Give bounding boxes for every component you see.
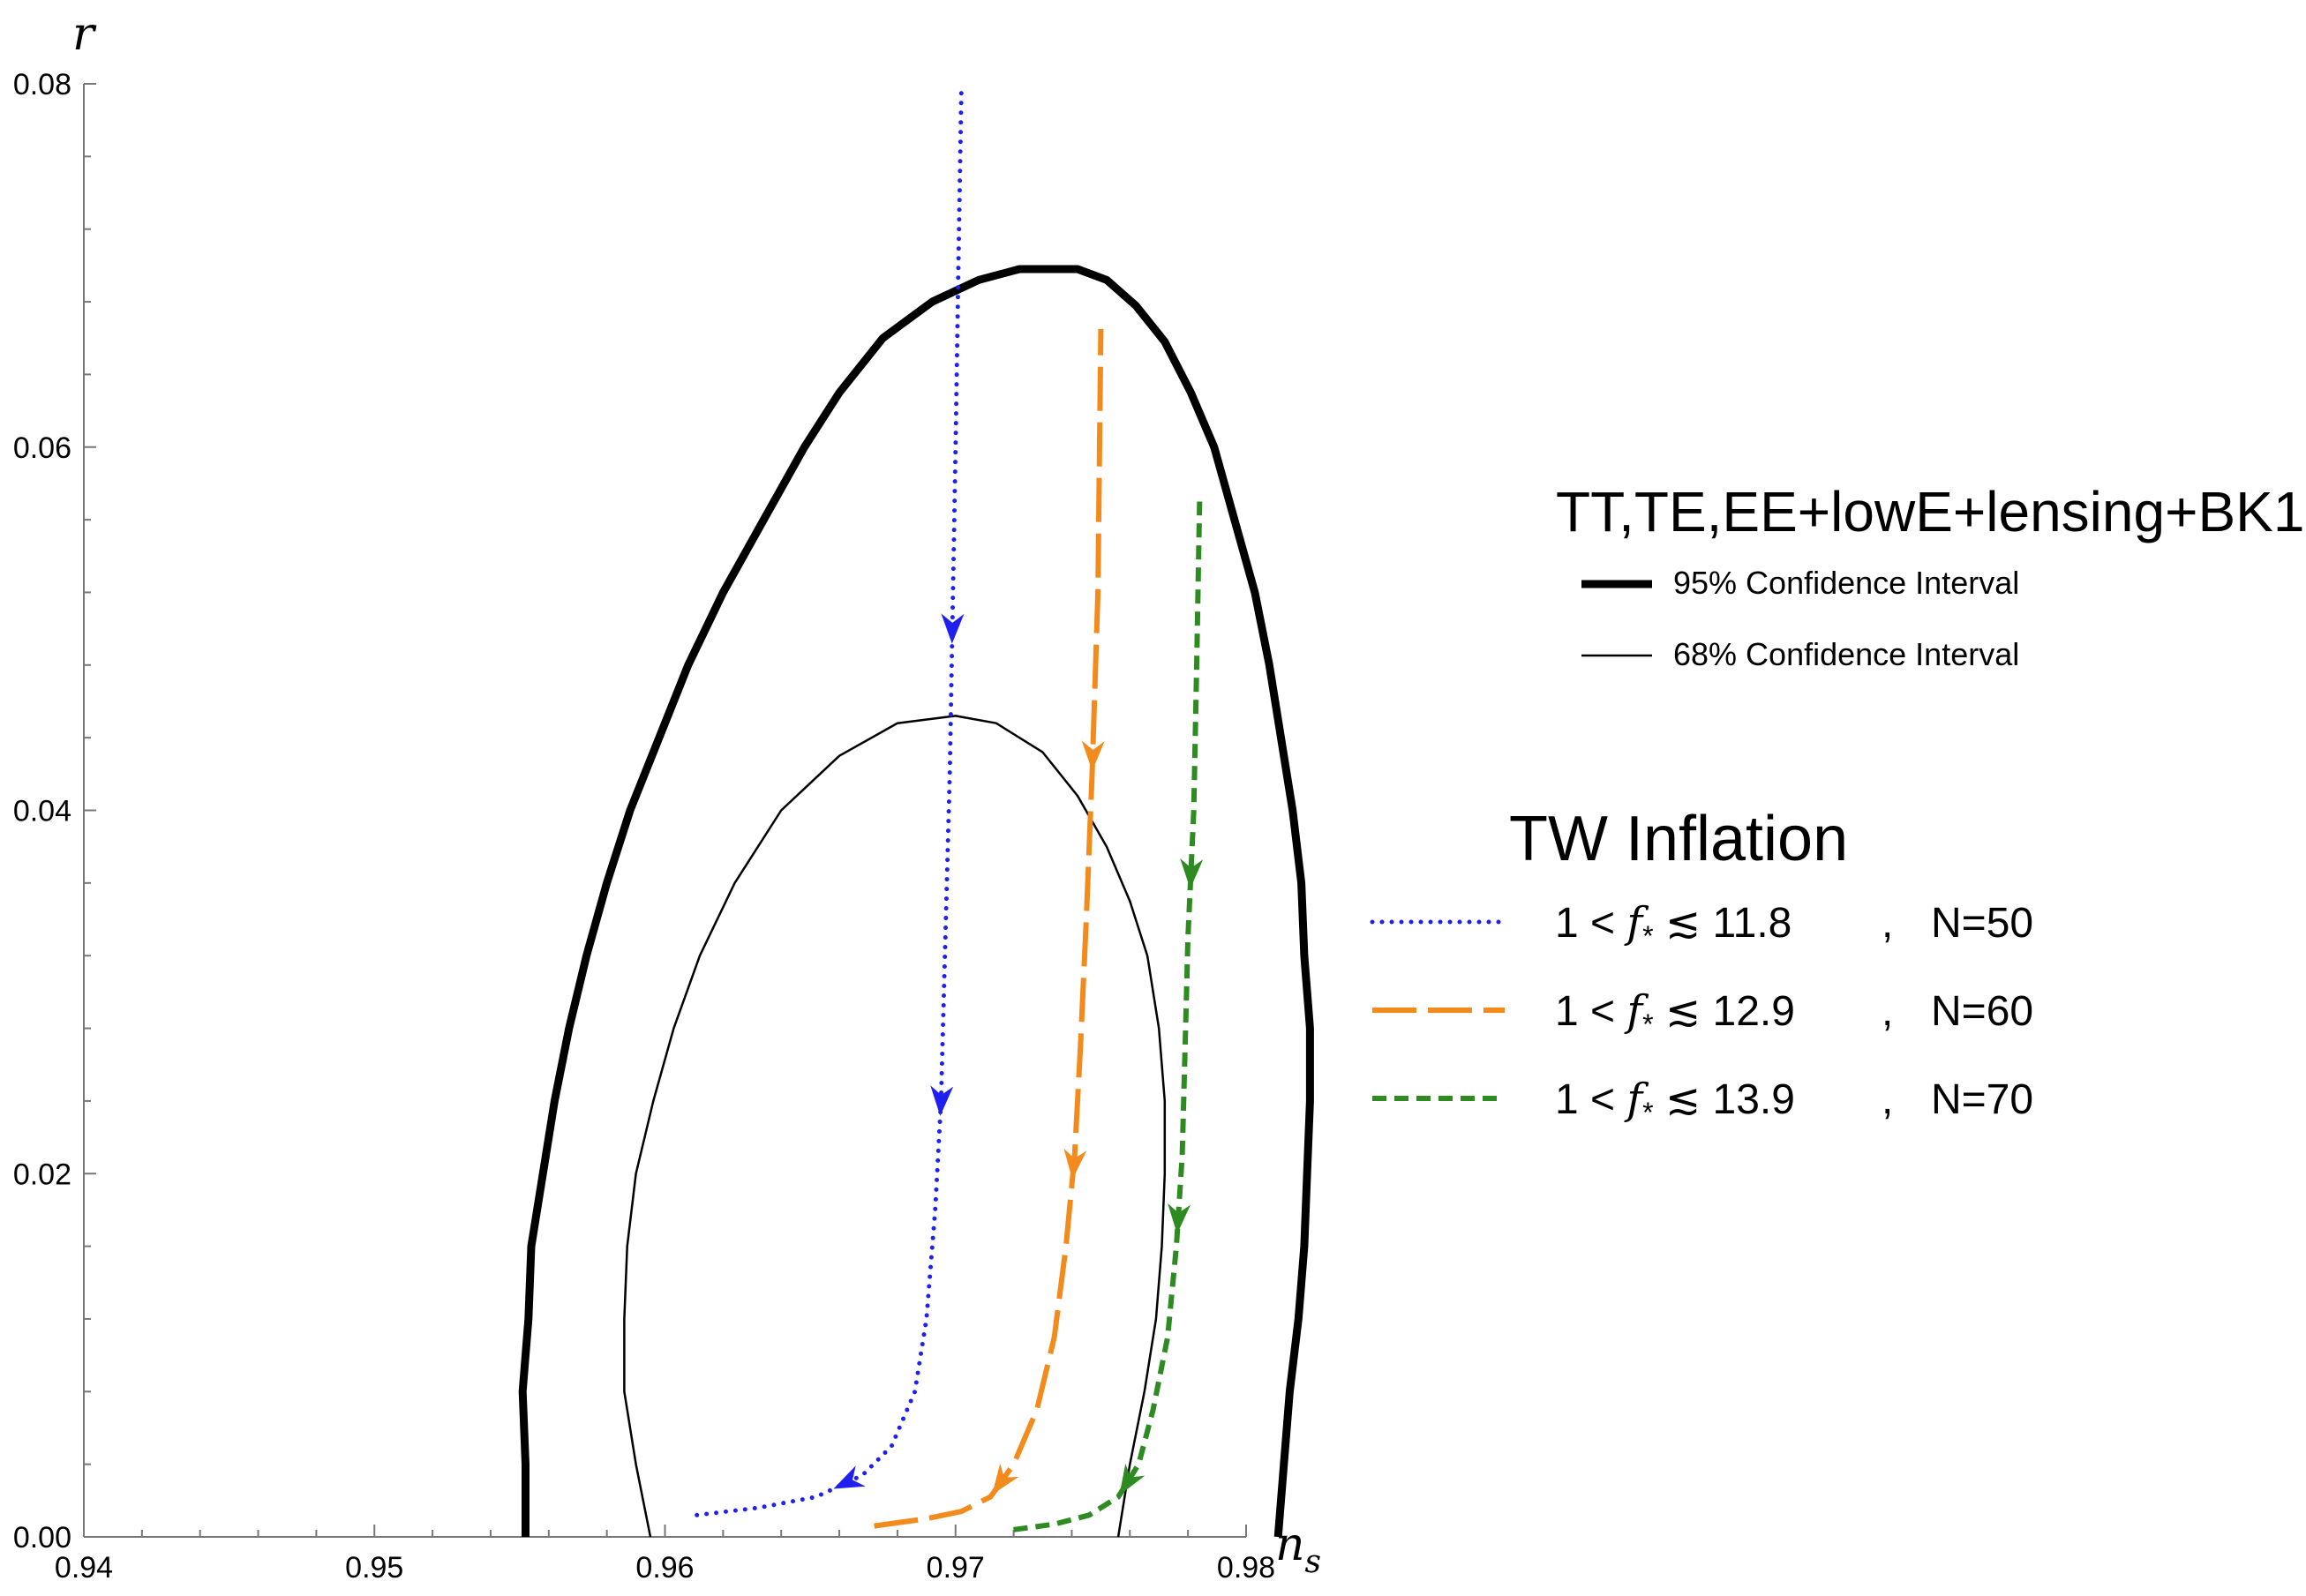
- model-legend-label: 1 < f* ≲ 13.9: [1555, 1075, 1795, 1128]
- series-N=60-arrow-icon: [1081, 740, 1105, 771]
- model-legend-label: 1 < f* ≲ 11.8: [1555, 898, 1791, 952]
- series-N=50-arrow-icon: [941, 613, 965, 644]
- series-N=50-arrow-icon: [833, 1465, 866, 1489]
- series-N=70-arrow-icon: [1180, 858, 1204, 889]
- series-N=50-arrow-icon: [930, 1085, 954, 1116]
- model-legend-title: TW Inflation: [1509, 804, 1848, 874]
- x-tick-label: 0.94: [55, 1551, 113, 1585]
- model-legend-separator: ,: [1882, 1076, 1893, 1123]
- series-N=70-line: [1013, 501, 1203, 1532]
- x-tick-label: 0.96: [635, 1551, 694, 1585]
- model-legend-n: N=50: [1931, 900, 2033, 947]
- model-legend-separator: ,: [1882, 900, 1893, 947]
- series-N=70-arrow-icon: [1168, 1203, 1191, 1234]
- series-N=60-line: [874, 328, 1104, 1529]
- y-axis-label: r: [72, 8, 97, 61]
- y-tick-label: 0.00: [13, 1521, 71, 1555]
- legend-label-95: 95% Confidence Interval: [1673, 565, 2019, 601]
- model-legend-separator: ,: [1882, 988, 1893, 1035]
- model-legend-label: 1 < f* ≲ 12.9: [1555, 986, 1795, 1040]
- series-N=60-arrow-icon: [992, 1463, 1019, 1495]
- axis-ticks: 0.94 0.95 0.96 0.97 0.98 0.00 0.02 0.04 0.06 0.08: [13, 68, 1275, 1585]
- y-tick-label: 0.04: [13, 795, 71, 828]
- contour-95-line: [518, 265, 1314, 1538]
- x-tick-label: 0.95: [345, 1551, 403, 1585]
- x-tick-label: 0.97: [927, 1551, 985, 1585]
- x-axis-label-subscript: s: [1305, 1544, 1321, 1580]
- series-N=70-arrow-icon: [1119, 1463, 1145, 1495]
- x-tick-label: 0.98: [1217, 1551, 1275, 1585]
- legend-label-68: 68% Confidence Interval: [1673, 636, 2019, 672]
- series-N=60-arrow-icon: [1063, 1148, 1087, 1180]
- axes: 0.94 0.95 0.96 0.97 0.98 0.00 0.02 0.04 0.06 0.08: [13, 68, 1275, 1585]
- y-tick-label: 0.02: [13, 1158, 71, 1191]
- model-legend: TW Inflation 1 < f* ≲ 11.8, N=501 < f* ≲ …: [1370, 804, 2033, 1128]
- model-legend-n: N=70: [1931, 1076, 2033, 1123]
- x-axis-label: ns: [1275, 1518, 1321, 1580]
- y-tick-label: 0.08: [13, 68, 71, 101]
- model-legend-rows: 1 < f* ≲ 11.8, N=50 1 < f* ≲ 12.9, N=60 1 < …: [1370, 898, 2033, 1128]
- confidence-contours: [518, 265, 1314, 1538]
- contour-legend: TT,TE,EE+lowE+lensing+BK15 95% Confidenc…: [1556, 480, 2306, 672]
- model-legend-n: N=60: [1931, 988, 2033, 1035]
- contour-legend-title: TT,TE,EE+lowE+lensing+BK15: [1556, 480, 2306, 543]
- y-tick-label: 0.06: [13, 431, 71, 465]
- model-curves: [695, 90, 1204, 1532]
- contour-68-line: [623, 715, 1167, 1538]
